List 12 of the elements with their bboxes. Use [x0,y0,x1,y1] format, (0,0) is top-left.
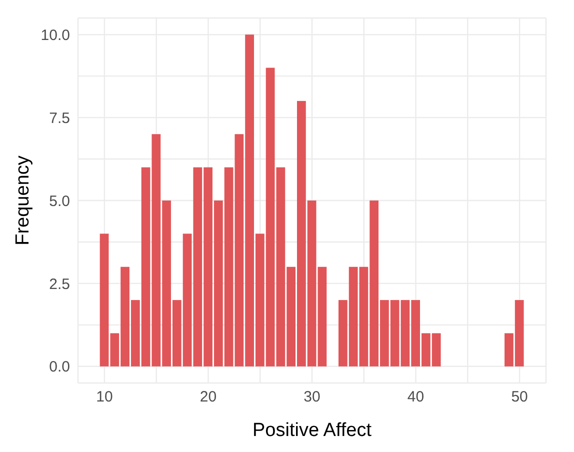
x-tick-label: 30 [304,388,320,406]
y-axis-title: Frequency [12,155,34,246]
x-tick-label: 40 [407,388,424,406]
y-tick-label: 7.5 [49,110,70,127]
y-tick-label: 0.0 [49,358,70,376]
x-tick-label: 50 [511,388,528,406]
x-tick-label: 20 [200,388,217,406]
y-tick-label: 2.5 [49,276,70,293]
y-tick-label: 10.0 [40,26,70,44]
x-axis-title: Positive Affect [252,420,372,441]
y-tick-label: 5.0 [49,192,70,210]
x-tick-label: 10 [96,388,113,406]
